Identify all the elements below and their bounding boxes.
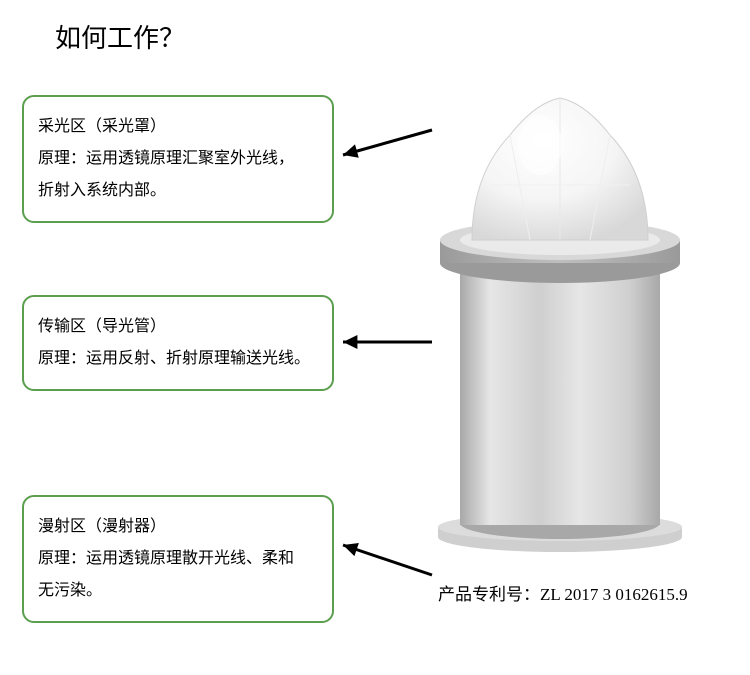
box-text-line: 传输区（导光管） xyxy=(38,311,318,343)
box-text-line: 无污染。 xyxy=(38,575,318,607)
box-transmission: 传输区（导光管）原理：运用反射、折射原理输送光线。 xyxy=(22,295,334,391)
box-diffusion: 漫射区（漫射器）原理：运用透镜原理散开光线、柔和无污染。 xyxy=(22,495,334,623)
box-text-line: 原理：运用反射、折射原理输送光线。 xyxy=(38,343,318,375)
product-svg xyxy=(430,95,690,555)
product-illustration xyxy=(430,95,690,555)
box-collection: 采光区（采光罩）原理：运用透镜原理汇聚室外光线，折射入系统内部。 xyxy=(22,95,334,223)
patent-number: 产品专利号：ZL 2017 3 0162615.9 xyxy=(438,580,688,605)
arrow-collection xyxy=(327,114,448,171)
box-text-line: 折射入系统内部。 xyxy=(38,175,318,207)
arrow-transmission xyxy=(327,326,448,358)
box-text-line: 原理：运用透镜原理汇聚室外光线， xyxy=(38,143,318,175)
arrow-diffusion xyxy=(327,529,448,591)
box-text-line: 原理：运用透镜原理散开光线、柔和 xyxy=(38,543,318,575)
box-text-line: 漫射区（漫射器） xyxy=(38,511,318,543)
page-title: 如何工作？ xyxy=(55,18,185,55)
box-text-line: 采光区（采光罩） xyxy=(38,111,318,143)
